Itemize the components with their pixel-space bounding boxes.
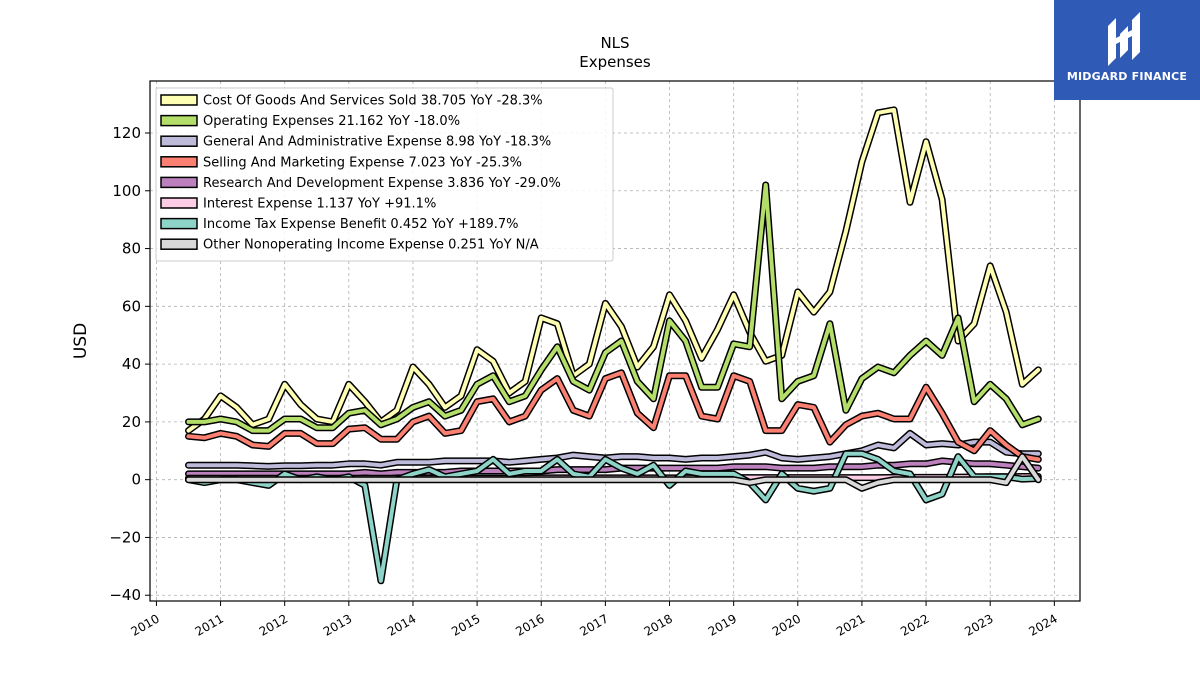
legend-swatch bbox=[160, 238, 198, 250]
x-tick-label: 2022 bbox=[898, 611, 931, 638]
legend-label: Cost Of Goods And Services Sold 38.705 Y… bbox=[203, 94, 543, 109]
y-tick-label: 80 bbox=[122, 240, 141, 258]
x-tick-label: 2012 bbox=[257, 611, 290, 638]
legend-swatch bbox=[160, 94, 198, 106]
brand-logo-icon bbox=[1108, 12, 1140, 66]
x-tick-label: 2019 bbox=[706, 611, 739, 638]
brand-logo: MIDGARD FINANCE bbox=[1054, 0, 1200, 100]
y-axis-label: USD bbox=[71, 323, 91, 359]
legend-swatch bbox=[160, 197, 198, 209]
brand-logo-text: MIDGARD FINANCE bbox=[1066, 70, 1188, 83]
x-tick-label: 2010 bbox=[128, 611, 161, 638]
series-line-0 bbox=[185, 106, 1042, 435]
chart-legend: Cost Of Goods And Services Sold 38.705 Y… bbox=[155, 87, 614, 262]
x-tick-label: 2015 bbox=[449, 611, 482, 638]
x-tick-label: 2021 bbox=[834, 611, 867, 638]
series-stroke bbox=[186, 370, 1041, 462]
legend-swatch bbox=[160, 217, 198, 230]
x-tick-label: 2018 bbox=[642, 611, 675, 638]
plot-area-frame bbox=[149, 80, 1081, 602]
legend-swatch bbox=[160, 114, 198, 127]
legend-label: Income Tax Expense Benefit 0.452 YoY +18… bbox=[203, 217, 518, 232]
x-tick-label: 2024 bbox=[1026, 611, 1059, 638]
x-tick-label: 2017 bbox=[577, 611, 610, 638]
series-line-3 bbox=[185, 369, 1042, 463]
y-tick-label: 100 bbox=[112, 182, 141, 200]
legend-label: Research And Development Expense 3.836 Y… bbox=[203, 176, 561, 191]
series-stroke bbox=[186, 458, 1041, 476]
legend-label: Operating Expenses 21.162 YoY -18.0% bbox=[203, 114, 460, 129]
legend-swatch bbox=[160, 176, 198, 189]
x-tick-label: 2014 bbox=[385, 611, 418, 638]
series-line-7 bbox=[185, 453, 1042, 492]
y-tick-label: 120 bbox=[112, 124, 141, 142]
series-line-1 bbox=[185, 181, 1042, 435]
series-line-4 bbox=[185, 457, 1042, 478]
legend-swatch bbox=[160, 156, 198, 168]
legend-swatch bbox=[160, 135, 198, 147]
y-tick-label: −40 bbox=[109, 586, 141, 604]
legend-box bbox=[155, 87, 614, 262]
legend-label: Selling And Marketing Expense 7.023 YoY … bbox=[203, 155, 522, 170]
series-lines bbox=[185, 106, 1042, 585]
legend-label: Interest Expense 1.137 YoY +91.1% bbox=[203, 197, 436, 212]
y-tick-label: 0 bbox=[131, 471, 141, 489]
series-line-2 bbox=[185, 429, 1042, 470]
x-tick-label: 2020 bbox=[770, 611, 803, 638]
y-tick-label: 40 bbox=[122, 355, 141, 373]
y-tick-label: 20 bbox=[122, 413, 141, 431]
x-tick-label: 2013 bbox=[321, 611, 354, 638]
y-tick-label: 60 bbox=[122, 297, 141, 315]
series-stroke bbox=[186, 431, 1041, 469]
x-tick-label: 2023 bbox=[962, 611, 995, 638]
chart-subtitle: Expenses bbox=[579, 53, 651, 71]
y-tick-label: −20 bbox=[109, 528, 141, 546]
legend-label: General And Administrative Expense 8.98 … bbox=[203, 135, 551, 150]
chart-title: NLS bbox=[600, 34, 629, 52]
legend-label: Other Nonoperating Income Expense 0.251 … bbox=[203, 238, 539, 253]
x-tick-label: 2016 bbox=[513, 611, 546, 638]
series-stroke bbox=[186, 183, 1041, 433]
series-stroke bbox=[186, 107, 1041, 433]
x-tick-label: 2011 bbox=[193, 611, 226, 638]
series-stroke bbox=[186, 454, 1041, 491]
